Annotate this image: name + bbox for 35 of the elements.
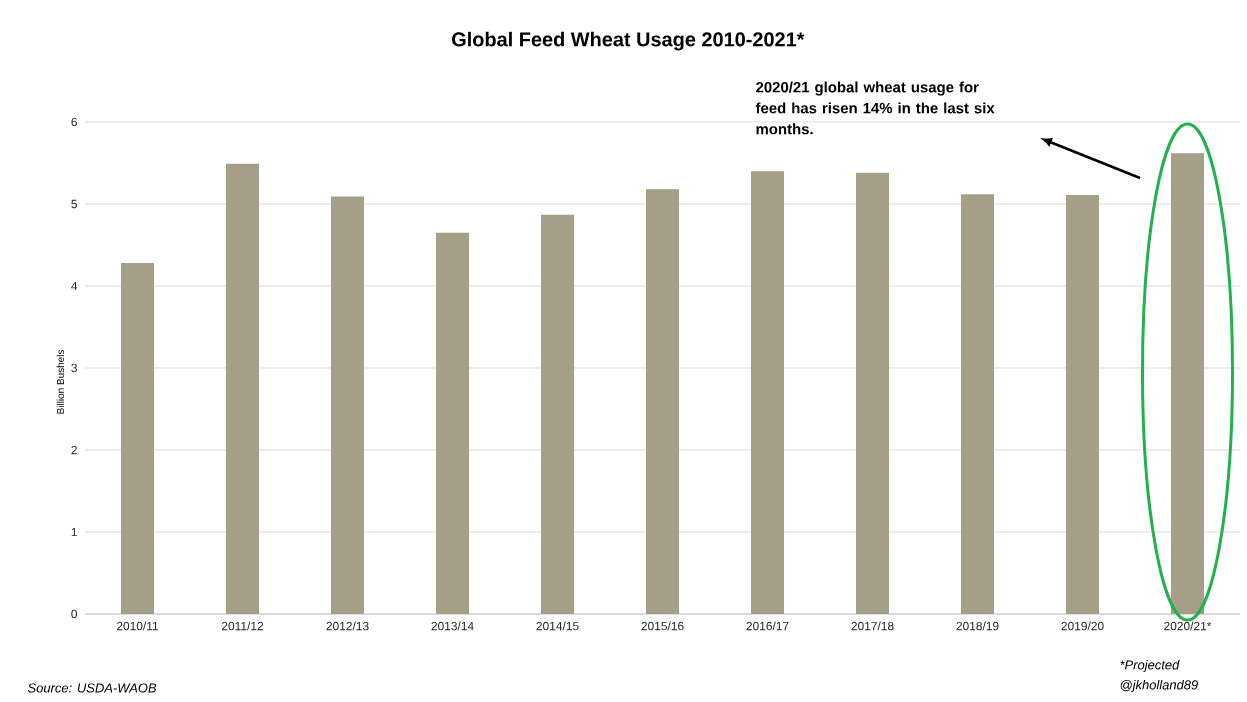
y-tick-label: 6: [71, 117, 77, 127]
bar: [1066, 194, 1099, 614]
y-tick-label: 2: [71, 445, 77, 455]
chart-title: Global Feed Wheat Usage 2010-2021*: [452, 31, 805, 51]
bar: [121, 263, 155, 614]
x-tick-label: 2011/12: [221, 621, 264, 631]
bar: [331, 196, 365, 614]
x-tick-label: 2018/19: [956, 621, 999, 631]
y-tick-label: 5: [71, 199, 77, 209]
bar: [1171, 153, 1204, 614]
bar: [961, 194, 994, 614]
x-tick-label: 2019/20: [1061, 621, 1104, 631]
x-tick-label: 2016/17: [746, 621, 789, 631]
y-tick-label: 0: [71, 609, 78, 619]
source-note: Source: USDA-WAOB: [27, 683, 157, 693]
x-tick-label: 2015/16: [641, 621, 684, 631]
annotation: 2020/21 global wheat usage for feed has risen 14% in the last six months.: [755, 81, 995, 135]
text: *Projected: [1120, 659, 1180, 673]
y-axis-title: Billion Bushels: [56, 349, 64, 414]
x-tick-label: 2012/13: [326, 621, 369, 631]
y-tick-label: 4: [71, 281, 78, 291]
x-tick-label: 2014/15: [536, 621, 579, 631]
bar: [226, 163, 260, 614]
bar: [856, 172, 889, 614]
bar: [541, 214, 575, 614]
bar: [751, 171, 784, 614]
bar: [436, 232, 470, 614]
x-tick-label: 2017/18: [851, 621, 894, 631]
x-tick-label: 2013/14: [431, 621, 474, 631]
bar: [646, 189, 679, 614]
text: @jkholland89: [1120, 679, 1198, 693]
x-tick-label: 2010/11: [116, 621, 159, 631]
y-tick-label: 3: [71, 363, 77, 373]
x-tick-label: 2020/21*: [1164, 621, 1212, 631]
y-tick-label: 1: [71, 527, 77, 537]
